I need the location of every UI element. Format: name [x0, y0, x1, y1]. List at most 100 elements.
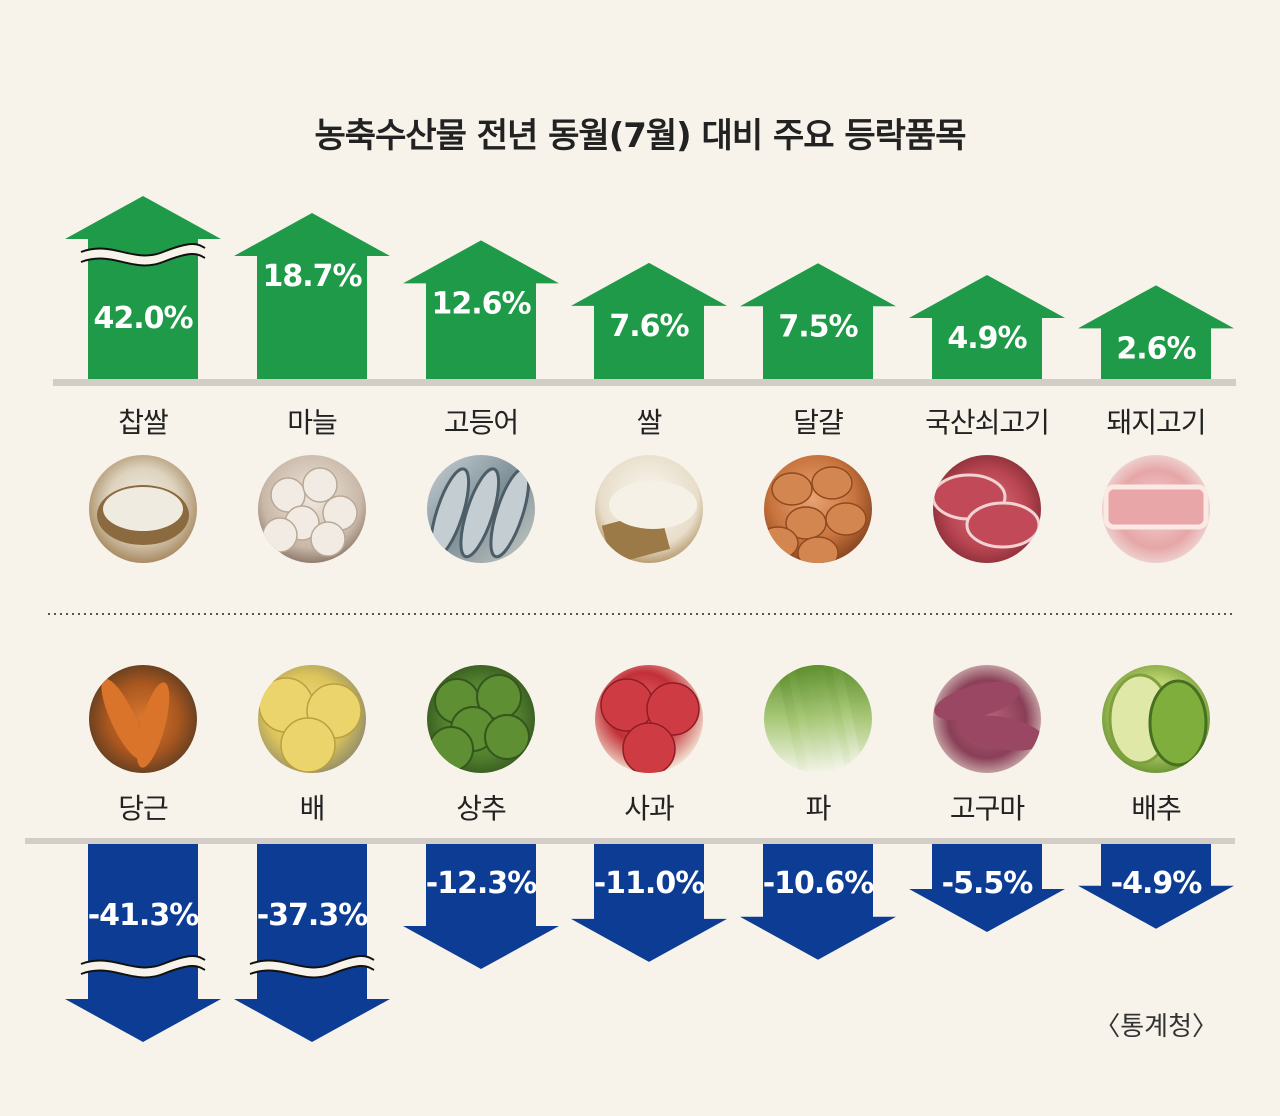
- category-label: 상추: [456, 792, 506, 825]
- up-arrow-bar: [740, 263, 896, 384]
- category-label: 파: [806, 792, 831, 825]
- up-arrow-1: 42.0% 찹쌀: [65, 196, 221, 563]
- photo-detail: [601, 481, 697, 563]
- axis-break-mark: [79, 956, 208, 977]
- down-arrow-bar: [571, 841, 727, 962]
- rice-photo: [595, 455, 703, 563]
- category-label: 돼지고기: [1106, 406, 1205, 439]
- down-arrow-bar: [403, 841, 559, 969]
- category-label: 배: [300, 792, 325, 825]
- glutinous-rice-photo: [89, 455, 197, 563]
- down-arrow-bar: [740, 841, 896, 960]
- value-label: -10.6%: [763, 866, 874, 901]
- up-arrow-bar: [909, 274, 1065, 384]
- down-arrow-2: 배 -37.3%: [234, 665, 390, 1042]
- value-label: 2.6%: [1116, 331, 1196, 366]
- category-label: 사과: [624, 792, 674, 825]
- value-label: 12.6%: [431, 286, 531, 321]
- down-arrow-5: 파 -10.6%: [740, 665, 896, 960]
- category-label: 국산쇠고기: [925, 406, 1049, 439]
- axis-break-mark: [248, 956, 377, 977]
- axis-break-line: [249, 965, 375, 979]
- value-label: -5.5%: [942, 866, 1034, 901]
- category-label: 달걀: [793, 406, 843, 439]
- photo-detail: [1103, 484, 1209, 530]
- value-label: 4.9%: [947, 321, 1027, 356]
- up-arrow-3: 12.6% 고등어: [403, 240, 559, 563]
- lettuce-photo: [427, 665, 535, 773]
- down-arrow-7: 배추 -4.9%: [1078, 665, 1234, 929]
- napa-cabbage-photo: [1102, 665, 1210, 773]
- photo-detail: [428, 674, 530, 772]
- up-arrow-bar: [1078, 285, 1234, 384]
- up-arrow-bar: [65, 196, 221, 384]
- axis-break-mark: [79, 244, 208, 265]
- korean-beef-photo: [933, 455, 1041, 563]
- category-label: 찹쌀: [118, 406, 168, 439]
- value-label: 7.6%: [609, 309, 689, 344]
- axis-break-line: [249, 955, 375, 969]
- down-arrow-6: 고구마 -5.5%: [909, 665, 1065, 932]
- up-arrow-6: 4.9% 국산쇠고기: [909, 274, 1065, 563]
- axis-break-line: [80, 253, 206, 267]
- value-label: -41.3%: [88, 898, 199, 933]
- up-arrow-2: 18.7% 마늘: [234, 213, 390, 563]
- down-arrow-1: 당근 -41.3%: [65, 665, 221, 1042]
- photo-detail: [429, 467, 531, 559]
- carrot-photo: [89, 665, 197, 773]
- value-label: -12.3%: [426, 866, 537, 901]
- photo-detail: [1108, 673, 1208, 767]
- up-baseline: [53, 379, 1236, 386]
- value-label: 42.0%: [93, 301, 193, 336]
- source-note: 〈통계청〉: [1094, 1012, 1218, 1042]
- pear-photo: [258, 665, 366, 773]
- green-onion-photo: [764, 665, 872, 773]
- garlic-photo: [258, 455, 366, 563]
- photo-detail: [600, 678, 700, 773]
- axis-break-line: [80, 965, 206, 979]
- value-label: 18.7%: [262, 259, 362, 294]
- photo-detail: [934, 681, 1041, 751]
- mackerel-photo: [427, 455, 535, 563]
- apple-photo: [595, 665, 703, 773]
- category-label: 당근: [118, 792, 168, 825]
- increase-items: 42.0% 찹쌀 18.7% 마늘 12.6% 고등어 7.6% 쌀 7.5% 달걀 4.9% 국산쇠…: [65, 196, 1234, 563]
- up-arrow-bar: [234, 213, 390, 384]
- photo-detail: [101, 678, 170, 768]
- photo-detail: [777, 665, 863, 773]
- down-arrow-bar: [1078, 841, 1234, 929]
- category-label: 고등어: [444, 406, 518, 439]
- value-label: -11.0%: [594, 866, 705, 901]
- category-label: 쌀: [637, 406, 662, 439]
- axis-break-line: [80, 243, 206, 257]
- eggs-photo: [764, 455, 872, 563]
- category-label: 배추: [1131, 792, 1181, 825]
- down-arrow-bar: [234, 841, 390, 1042]
- category-label: 고구마: [950, 792, 1025, 825]
- value-label: 7.5%: [778, 309, 858, 344]
- up-arrow-bar: [571, 262, 727, 384]
- down-baseline: [25, 838, 1235, 844]
- down-arrow-bar: [65, 841, 221, 1042]
- up-arrow-bar: [403, 240, 559, 384]
- up-arrow-7: 2.6% 돼지고기: [1078, 285, 1234, 563]
- photo-detail: [764, 466, 867, 563]
- up-arrow-4: 7.6% 쌀: [571, 262, 727, 563]
- down-arrow-4: 사과 -11.0%: [571, 665, 727, 962]
- sweet-potato-photo: [933, 665, 1041, 773]
- category-label: 마늘: [287, 406, 337, 439]
- value-label: -4.9%: [1111, 866, 1203, 901]
- down-arrow-bar: [909, 841, 1065, 932]
- pork-photo: [1102, 455, 1210, 563]
- chart-title: 농축수산물 전년 동월(7월) 대비 주요 등락품목: [314, 116, 967, 156]
- photo-detail: [262, 467, 358, 557]
- photo-detail: [97, 485, 189, 545]
- axis-break-line: [80, 955, 206, 969]
- decrease-items: 당근 -41.3% 배 -37.3% 상추 -12.3% 사과 -11.0% 파 -10.6% 고구…: [65, 665, 1234, 1042]
- up-arrow-5: 7.5% 달걀: [740, 263, 896, 563]
- photo-detail: [258, 677, 362, 773]
- down-arrow-3: 상추 -12.3%: [403, 665, 559, 969]
- value-label: -37.3%: [257, 898, 368, 933]
